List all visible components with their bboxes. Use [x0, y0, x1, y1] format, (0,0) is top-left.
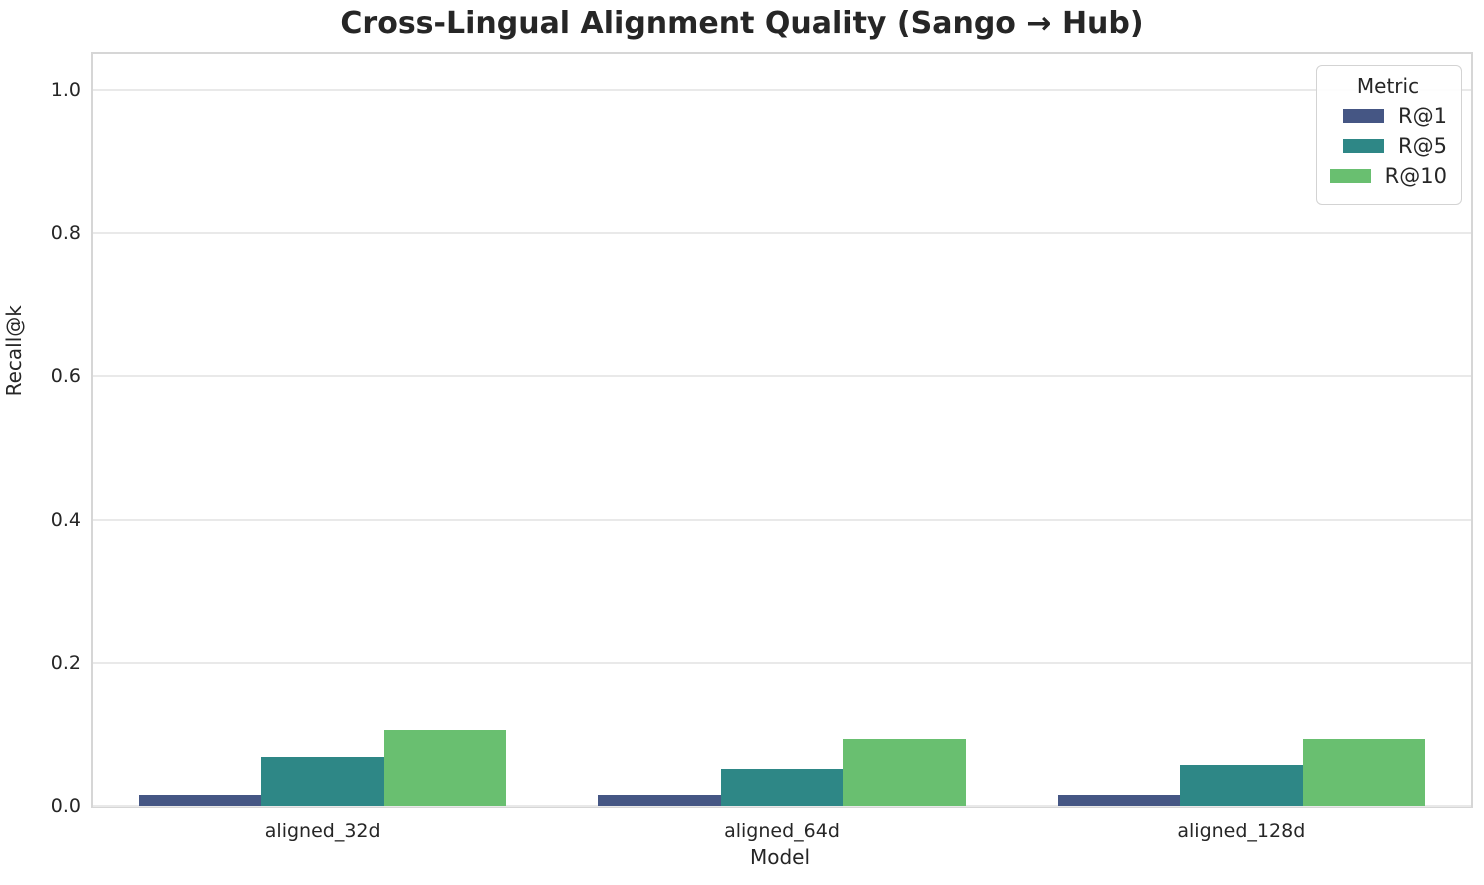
legend-title: Metric [1356, 74, 1420, 98]
bar-aligned_64d-R@5 [720, 769, 844, 806]
ytick-label-0.0: 0.0 [50, 795, 81, 817]
ytick-label-0.8: 0.8 [50, 222, 81, 245]
plot-area: 0.0 0.2 0.4 0.6 0.8 1.0 aligned_32d aligned_64… [51, 52, 1473, 842]
legend-entry-R@5: R@5 [1329, 134, 1447, 158]
bar-group-aligned_128d: aligned_128d [1012, 54, 1471, 842]
ytick-label-0.4: 0.4 [50, 508, 81, 531]
legend-entry-R@1: R@1 [1329, 104, 1447, 128]
bar-group-aligned_32d: aligned_32d [93, 54, 552, 842]
legend-swatch-icon [1343, 139, 1385, 153]
x-axis-label: Model [749, 845, 811, 869]
legend-swatch-icon [1343, 109, 1385, 123]
bar-aligned_128d-R@10 [1302, 738, 1426, 806]
bar-aligned_32d-R@1 [138, 795, 262, 806]
ytick-label-1.0: 1.0 [50, 78, 81, 101]
bar-aligned_32d-R@10 [383, 730, 507, 806]
bar-aligned_64d-R@1 [598, 795, 721, 806]
xtick-label-aligned_64d: aligned_64d [724, 820, 840, 842]
chart-title: Cross-Lingual Alignment Quality (Sango →… [340, 6, 1144, 41]
bar-group-aligned_64d: aligned_64d [552, 54, 1011, 842]
legend-label: R@10 [1384, 164, 1447, 188]
legend-label: R@5 [1398, 134, 1447, 158]
legend-entry-R@10: R@10 [1329, 164, 1447, 188]
legend-label: R@1 [1398, 104, 1447, 128]
legend-swatch-icon [1329, 169, 1371, 183]
legend: Metric R@1 R@5 R@10 [1316, 65, 1462, 205]
ytick-label-0.2: 0.2 [50, 651, 81, 674]
legend-entries: R@1 R@5 R@10 [1329, 104, 1447, 188]
xtick-label-aligned_32d: aligned_32d [264, 820, 381, 842]
bar-aligned_128d-R@5 [1180, 765, 1303, 806]
bar-aligned_32d-R@5 [261, 756, 384, 806]
xtick-label-aligned_128d: aligned_128d [1177, 820, 1306, 842]
ytick-label-0.6: 0.6 [50, 365, 81, 388]
bar-aligned_128d-R@1 [1057, 795, 1181, 806]
bar-aligned_64d-R@10 [843, 738, 966, 806]
